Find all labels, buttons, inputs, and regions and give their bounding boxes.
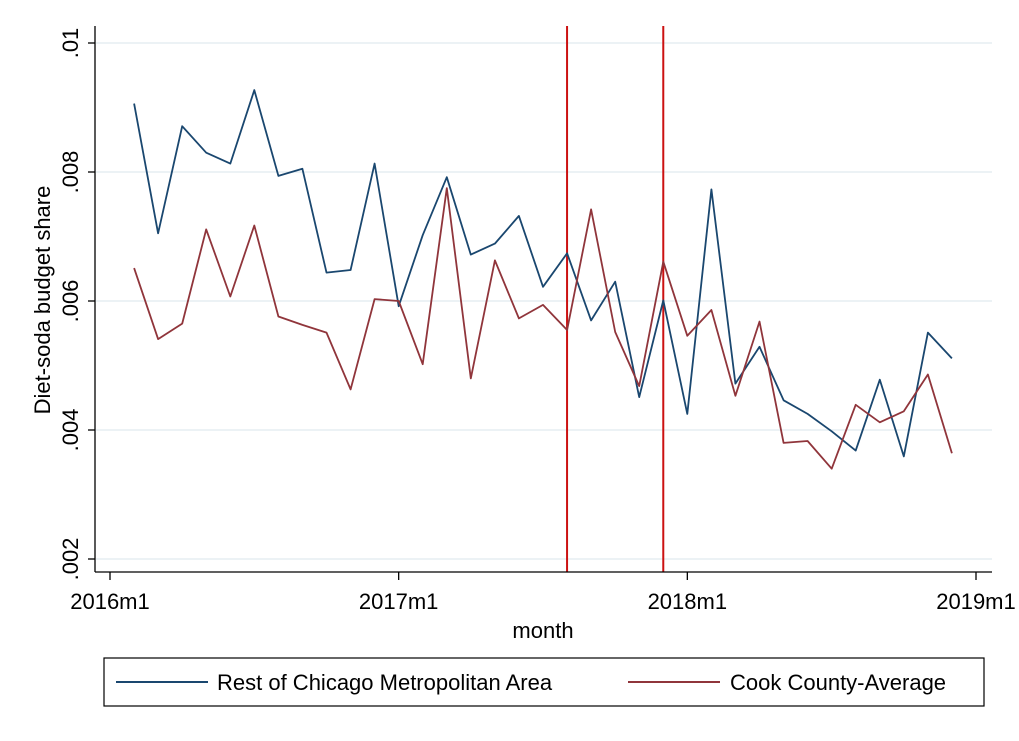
legend-label-cook-county: Cook County-Average <box>730 670 946 695</box>
x-tick-label: 2018m1 <box>648 589 728 614</box>
y-tick-label: .004 <box>58 409 83 452</box>
x-tick-label: 2017m1 <box>359 589 439 614</box>
y-tick-label: .01 <box>58 28 83 59</box>
y-axis-title: Diet-soda budget share <box>30 186 55 415</box>
x-axis-title: month <box>512 618 573 643</box>
x-tick-label: 2016m1 <box>70 589 150 614</box>
y-ticks: .002 .004 .006 .008 .01 <box>58 28 95 581</box>
y-tick-label: .002 <box>58 538 83 581</box>
x-tick-label: 2019m1 <box>936 589 1016 614</box>
y-tick-label: .008 <box>58 151 83 194</box>
legend: Rest of Chicago Metropolitan Area Cook C… <box>103 657 985 707</box>
y-tick-label: .006 <box>58 280 83 323</box>
series-line-rest-of-chicago <box>133 89 953 458</box>
series-lines <box>133 89 953 470</box>
legend-box <box>103 657 985 707</box>
series-line-cook-county <box>133 187 953 470</box>
x-ticks: 2016m1 2017m1 2018m1 2019m1 <box>70 572 1016 614</box>
legend-label-rest-of-chicago: Rest of Chicago Metropolitan Area <box>217 670 553 695</box>
gridlines <box>96 42 992 560</box>
reference-lines <box>566 26 665 572</box>
